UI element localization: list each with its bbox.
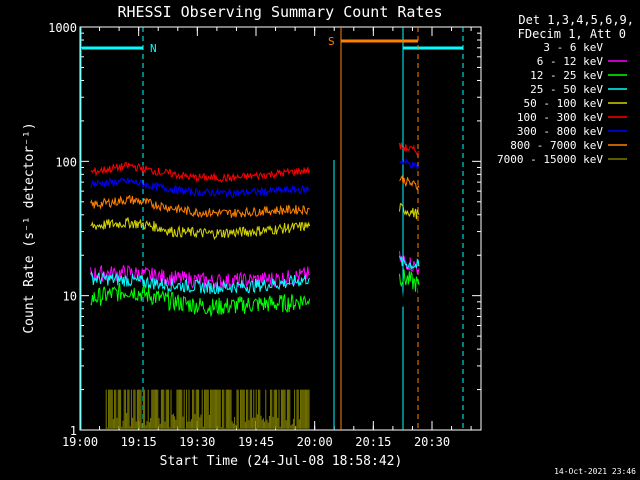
legend-entry-label: 25 - 50 keV (530, 83, 603, 96)
chart-title: RHESSI Observing Summary Count Rates (117, 3, 442, 21)
x-tick-label: 19:00 (62, 435, 98, 449)
series-line-12-25kev (90, 282, 311, 317)
legend-entry-label: 100 - 300 keV (517, 111, 603, 124)
legend-header-line: FDecim 1, Att 0 (518, 27, 626, 41)
legend-header-line: Det 1,3,4,5,6,9, (518, 13, 634, 27)
night-marker-label: N (150, 42, 157, 55)
x-tick-label: 19:45 (238, 435, 274, 449)
series-line-100-300kev (90, 161, 311, 183)
legend-entry-label: 50 - 100 keV (524, 97, 604, 110)
series-line-800-7000kev (399, 174, 420, 191)
series-line-3-6kev (90, 305, 311, 350)
series-line-800-7000kev (90, 194, 310, 219)
series-line-50-100kev (90, 217, 311, 241)
y-axis-label: Count Rate (s⁻¹ detector⁻¹) (22, 122, 37, 333)
series-line-25-50kev (399, 255, 420, 270)
series-line-3-6kev (399, 281, 420, 312)
legend-entry-label: 3 - 6 keV (543, 41, 603, 54)
y-tick-label: 10 (63, 290, 77, 304)
x-tick-label: 20:00 (297, 435, 333, 449)
series-line-50-100kev (399, 203, 420, 220)
legend-entry-label: 12 - 25 keV (530, 69, 603, 82)
series-line-25-50kev (90, 270, 310, 295)
y-tick-label: 1 (70, 424, 77, 438)
series-line-100-300kev (399, 142, 420, 156)
x-axis-label: Start Time (24-Jul-08 18:58:42) (160, 454, 403, 469)
legend-entry-label: 800 - 7000 keV (510, 139, 603, 152)
y-tick-label: 100 (55, 155, 77, 169)
x-tick-label: 19:15 (121, 435, 157, 449)
series-line-7000-15000kev (105, 389, 310, 430)
legend-entry-label: 300 - 800 keV (517, 125, 603, 138)
legend-entry-label: 6 - 12 keV (537, 55, 604, 68)
series-line-12-25kev (399, 269, 420, 292)
series-line-300-800kev (90, 177, 310, 199)
series-layer (90, 142, 420, 430)
saa-marker-label: S (328, 35, 335, 48)
axis-ticks: 1 10 100 1000 19:00 19:15 19:30 19:45 20:00 20:15… (48, 21, 481, 449)
event-markers: N S (80, 27, 464, 430)
x-tick-label: 20:15 (355, 435, 391, 449)
y-tick-label: 1000 (48, 21, 77, 35)
timestamp: 14-Oct-2021 23:46 (554, 467, 636, 476)
plot-frame (79, 26, 482, 431)
x-tick-label: 20:30 (414, 435, 450, 449)
legend: Det 1,3,4,5,6,9, FDecim 1, Att 0 3 - 6 k… (497, 13, 634, 166)
legend-entry-label: 7000 - 15000 keV (497, 153, 603, 166)
x-tick-label: 19:30 (179, 435, 215, 449)
series-line-300-800kev (399, 158, 420, 171)
